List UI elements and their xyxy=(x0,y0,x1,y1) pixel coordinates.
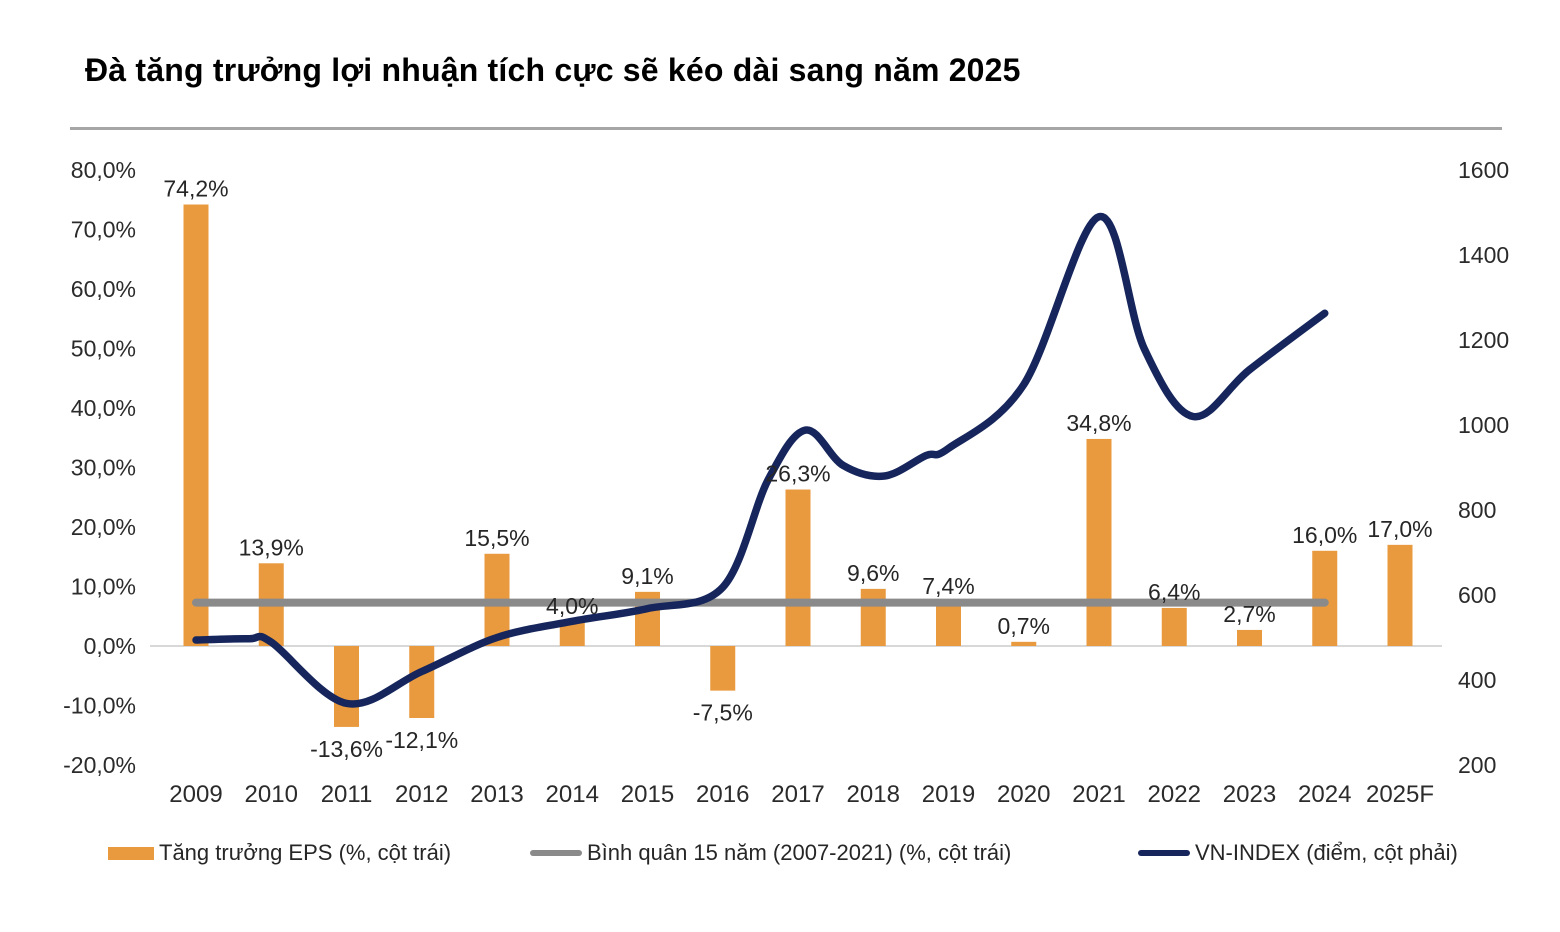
vnindex-line-swatch xyxy=(1138,850,1190,856)
legend-label-eps: Tăng trưởng EPS (%, cột trái) xyxy=(159,840,452,865)
x-axis-label: 2019 xyxy=(922,781,975,808)
x-axis-label: 2010 xyxy=(245,781,298,808)
x-axis-label: 2015 xyxy=(621,781,674,808)
bar-value-label: 7,4% xyxy=(922,573,974,599)
left-axis-tick: 70,0% xyxy=(71,217,136,243)
left-axis-tick: -10,0% xyxy=(63,693,136,719)
bar-value-label: 2,7% xyxy=(1223,601,1275,627)
bar-value-label: 6,4% xyxy=(1148,579,1200,605)
x-axis-label: 2013 xyxy=(470,781,523,808)
eps-bar xyxy=(1312,550,1338,646)
eps-bar xyxy=(785,489,811,646)
left-axis-tick: 50,0% xyxy=(71,336,136,362)
eps-bar xyxy=(1161,607,1187,646)
bar-value-label: -13,6% xyxy=(310,736,383,762)
left-axis-tick: -20,0% xyxy=(63,752,136,778)
x-axis-label: 2021 xyxy=(1072,781,1125,808)
eps-bar xyxy=(710,646,736,691)
right-axis-tick: 1000 xyxy=(1458,412,1509,438)
eps-bar xyxy=(409,646,435,718)
x-axis-label: 2020 xyxy=(997,781,1050,808)
bar-value-label: -7,5% xyxy=(693,700,753,726)
legend-item-eps: Tăng trưởng EPS (%, cột trái) xyxy=(108,838,451,868)
legend: Tăng trưởng EPS (%, cột trái) Bình quân … xyxy=(0,838,1560,868)
x-axis-label: 2025F xyxy=(1366,781,1434,808)
vnindex-line xyxy=(192,213,1329,708)
right-axis-tick: 1400 xyxy=(1458,242,1509,268)
right-axis-tick: 1200 xyxy=(1458,327,1509,353)
x-axis-label: 2011 xyxy=(321,781,373,808)
left-axis-tick: 40,0% xyxy=(71,395,136,421)
title-divider xyxy=(70,127,1502,130)
eps-bar xyxy=(860,588,886,646)
eps-bar xyxy=(1086,438,1112,646)
eps-bar xyxy=(559,622,585,646)
x-axis-label: 2023 xyxy=(1223,781,1276,808)
bar-value-label: 74,2% xyxy=(163,176,228,202)
x-axis-label: 2022 xyxy=(1148,781,1201,808)
right-axis-tick: 1600 xyxy=(1458,157,1509,183)
eps-bar xyxy=(1011,641,1037,646)
bar-value-label: 9,6% xyxy=(847,560,899,586)
right-axis-tick: 800 xyxy=(1458,497,1496,523)
legend-item-vnindex: VN-INDEX (điểm, cột phải) xyxy=(1138,838,1458,868)
left-axis-tick: 60,0% xyxy=(71,276,136,302)
bar-value-label: -12,1% xyxy=(385,727,458,753)
right-axis-tick: 200 xyxy=(1458,752,1496,778)
x-axis-label: 2018 xyxy=(847,781,900,808)
bar-value-label: 15,5% xyxy=(464,525,529,551)
left-axis-tick: 80,0% xyxy=(71,157,136,183)
bar-value-label: 13,9% xyxy=(239,534,304,560)
right-axis-tick: 400 xyxy=(1458,667,1496,693)
eps-bar-swatch xyxy=(108,846,154,860)
eps-bar xyxy=(936,601,961,646)
left-axis-tick: 20,0% xyxy=(71,514,136,540)
bar-value-label: 0,7% xyxy=(998,613,1050,639)
x-axis-label: 2017 xyxy=(771,781,824,808)
bar-value-label: 17,0% xyxy=(1367,516,1432,542)
chart-title: Đà tăng trưởng lợi nhuận tích cực sẽ kéo… xyxy=(85,52,1021,88)
legend-label-vnindex: VN-INDEX (điểm, cột phải) xyxy=(1195,840,1458,865)
x-axis-label: 2014 xyxy=(546,781,599,808)
eps-bar xyxy=(1237,629,1262,646)
eps-bar xyxy=(334,646,359,727)
eps-bar xyxy=(183,204,209,646)
x-axis-label: 2016 xyxy=(696,781,749,808)
left-axis-tick: 30,0% xyxy=(71,455,136,481)
bar-value-label: 26,3% xyxy=(765,461,830,487)
x-axis-label: 2009 xyxy=(169,781,222,808)
average-line-swatch xyxy=(530,850,582,856)
left-axis-tick: 10,0% xyxy=(71,574,136,600)
left-axis-tick: 0,0% xyxy=(84,633,136,659)
x-axis-label: 2012 xyxy=(395,781,448,808)
bar-value-label: 16,0% xyxy=(1292,522,1357,548)
bar-value-label: 9,1% xyxy=(621,563,673,589)
bar-value-label: 4,0% xyxy=(546,593,598,619)
right-axis-tick: 600 xyxy=(1458,582,1496,608)
eps-bar xyxy=(1387,544,1413,646)
legend-label-average: Bình quân 15 năm (2007-2021) (%, cột trá… xyxy=(587,840,1012,865)
legend-item-average: Bình quân 15 năm (2007-2021) (%, cột trá… xyxy=(530,838,1011,868)
x-axis-label: 2024 xyxy=(1298,781,1351,808)
bar-value-label: 34,8% xyxy=(1066,410,1131,436)
